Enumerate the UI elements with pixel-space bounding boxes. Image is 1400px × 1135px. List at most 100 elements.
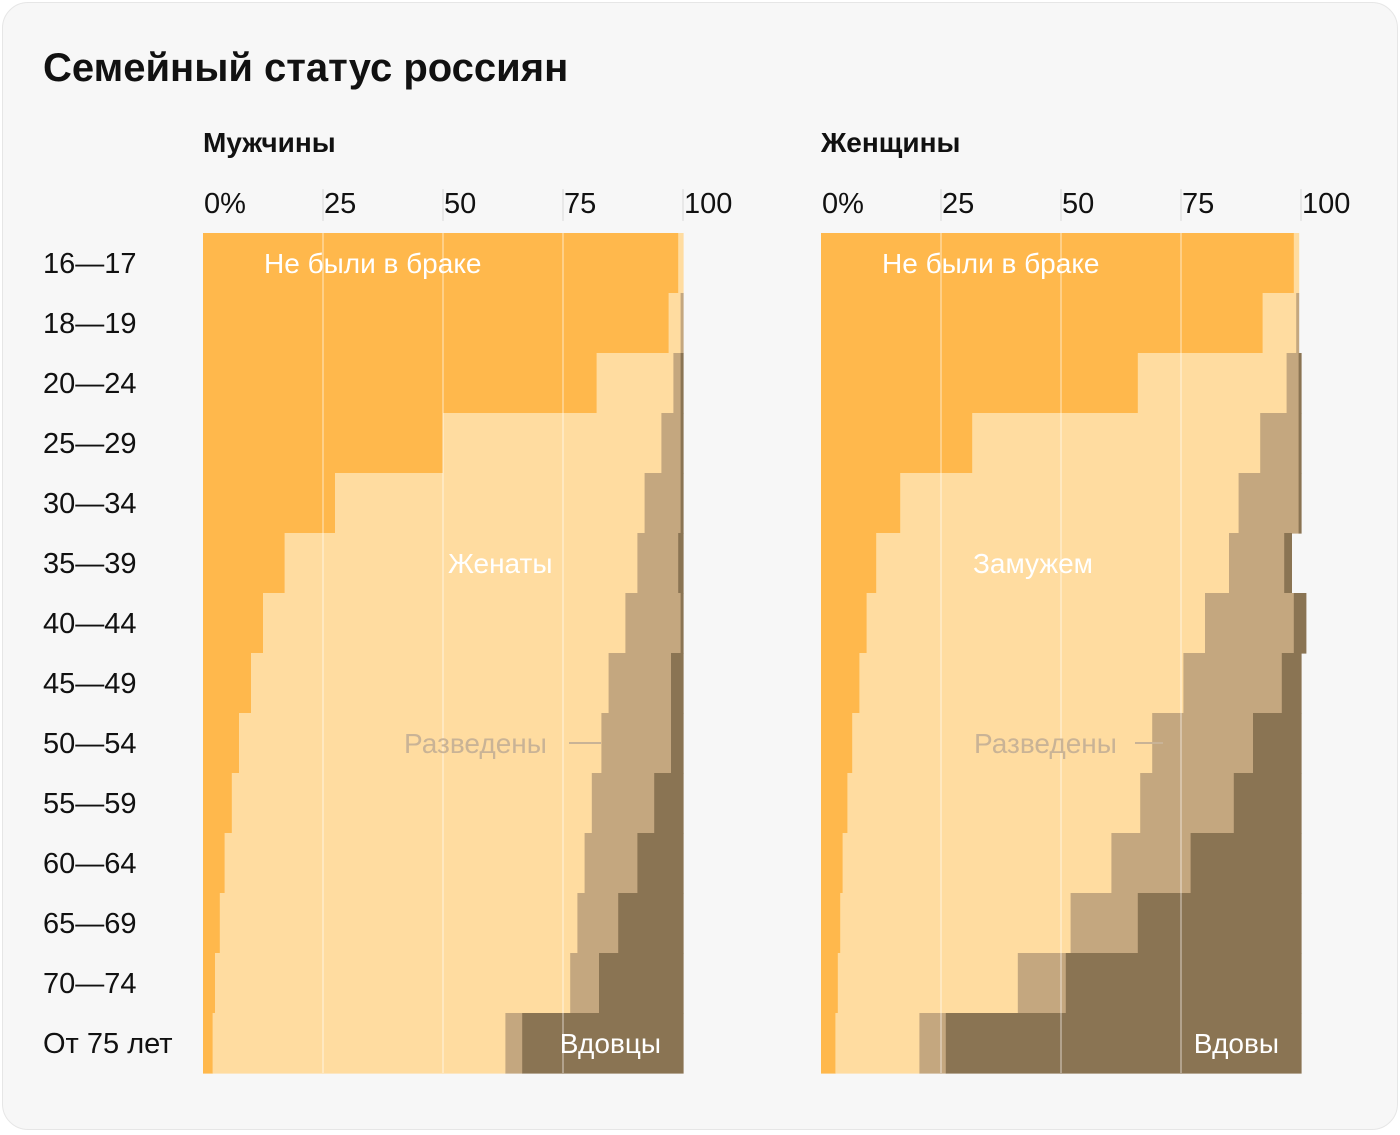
bar-segment-divorced bbox=[577, 893, 619, 954]
bar-segment-divorced bbox=[1205, 593, 1295, 654]
bar-segment-widowed bbox=[680, 473, 684, 534]
bar-segment-never bbox=[821, 773, 848, 834]
bar-segment-married bbox=[224, 833, 586, 894]
age-group-label: 55—59 bbox=[43, 788, 137, 820]
marital-status-chart: Семейный статус россиян 16—17 18—19 20—24 2… bbox=[43, 46, 1350, 1074]
bar-segment-never bbox=[203, 953, 216, 1014]
bar-segment-married bbox=[251, 653, 610, 714]
bar-segment-divorced bbox=[505, 1013, 523, 1074]
age-group-label: 60—64 bbox=[43, 848, 137, 880]
annotation-never-married: Не были в браке bbox=[882, 248, 1099, 279]
bar-segment-never bbox=[203, 653, 252, 714]
age-group-label: От 75 лет bbox=[43, 1028, 173, 1060]
bar-segment-never bbox=[203, 473, 336, 534]
bar-segment-married bbox=[335, 473, 646, 534]
bar-segment-never bbox=[821, 953, 839, 1014]
bar-segment-divorced bbox=[601, 713, 672, 774]
bar-segment-never bbox=[203, 233, 679, 294]
bar-segment-married bbox=[239, 713, 602, 774]
bar-segment-never bbox=[203, 293, 670, 354]
bar-segment-divorced bbox=[1260, 413, 1300, 474]
bar-segment-widowed bbox=[618, 893, 684, 954]
x-tick-label: 25 bbox=[942, 188, 974, 220]
age-group-label: 25—29 bbox=[43, 428, 137, 460]
bar-segment-widowed bbox=[1293, 593, 1307, 654]
age-group-label: 45—49 bbox=[43, 668, 137, 700]
bar-segment-never bbox=[821, 713, 853, 774]
bar-segment-never bbox=[821, 293, 1264, 354]
bar-segment-divorced bbox=[1286, 353, 1300, 414]
bar-segment-married bbox=[212, 1013, 506, 1074]
bar-segment-never bbox=[821, 893, 841, 954]
bar-segment-never bbox=[203, 593, 264, 654]
bar-segment-never bbox=[203, 833, 226, 894]
bar-segment-never bbox=[821, 1013, 836, 1074]
bar-segment-married bbox=[215, 953, 571, 1014]
x-tick-label: 100 bbox=[1302, 188, 1350, 220]
bar-segment-divorced bbox=[1238, 473, 1300, 534]
bar-segment-widowed bbox=[680, 413, 684, 474]
bar-segment-never bbox=[821, 653, 860, 714]
bar-segment-widowed bbox=[1284, 533, 1292, 594]
bar-segment-never bbox=[821, 473, 901, 534]
x-tick-label: 0% bbox=[822, 188, 864, 220]
bar-segment-divorced bbox=[1152, 713, 1254, 774]
bar-segment-never bbox=[821, 533, 877, 594]
panel-title: Мужчины bbox=[203, 127, 336, 158]
bar-segment-widowed bbox=[671, 653, 684, 714]
bar-segment-married bbox=[263, 593, 626, 654]
bar-segment-never bbox=[203, 413, 444, 474]
chart-title: Семейный статус россиян bbox=[43, 46, 568, 90]
annotation-divorced: Разведены bbox=[404, 728, 547, 759]
bar-segment-married bbox=[847, 773, 1141, 834]
bar-segment-divorced bbox=[1296, 293, 1300, 354]
bar-segment-widowed bbox=[945, 1013, 1302, 1074]
age-group-label: 40—44 bbox=[43, 608, 137, 640]
bar-segment-divorced bbox=[1140, 773, 1235, 834]
x-tick-label: 50 bbox=[444, 188, 476, 220]
bar-segment-divorced bbox=[644, 473, 682, 534]
bar-segment-married bbox=[678, 233, 684, 294]
bar-segment-married bbox=[1262, 293, 1297, 354]
bar-segment-widowed bbox=[1298, 353, 1302, 414]
annotation-married: Женаты bbox=[448, 548, 552, 579]
bar-segment-divorced bbox=[591, 773, 655, 834]
bar-segment-married bbox=[1137, 353, 1288, 414]
bar-segment-never bbox=[203, 1013, 214, 1074]
bar-segment-married bbox=[284, 533, 638, 594]
bar-segment-never bbox=[821, 833, 844, 894]
bar-segment-married bbox=[443, 413, 662, 474]
age-group-label: 70—74 bbox=[43, 968, 137, 1000]
bar-segment-never bbox=[203, 773, 233, 834]
bar-segment-widowed bbox=[1190, 833, 1302, 894]
bar-segment-widowed bbox=[1281, 653, 1302, 714]
x-tick-label: 75 bbox=[1182, 188, 1214, 220]
annotation-widowed: Вдовы bbox=[1194, 1028, 1279, 1059]
bar-segment-divorced bbox=[919, 1013, 947, 1074]
x-tick-label: 50 bbox=[1062, 188, 1094, 220]
bar-segment-widowed bbox=[1253, 713, 1302, 774]
bar-segment-divorced bbox=[1229, 533, 1285, 594]
bar-segment-widowed bbox=[671, 713, 684, 774]
bar-segment-widowed bbox=[680, 353, 684, 414]
bar-segment-widowed bbox=[1298, 473, 1302, 534]
bar-segment-never bbox=[203, 353, 598, 414]
bar-segment-never bbox=[203, 893, 221, 954]
bar-segment-married bbox=[835, 1013, 920, 1074]
bar-segment-divorced bbox=[661, 413, 682, 474]
age-group-label: 16—17 bbox=[43, 248, 137, 280]
bar-segment-never bbox=[203, 533, 286, 594]
annotation-married: Замужем bbox=[973, 548, 1093, 579]
bar-segment-married bbox=[852, 713, 1153, 774]
annotation-never-married: Не были в браке bbox=[264, 248, 481, 279]
bar-segment-married bbox=[1293, 233, 1300, 294]
bar-segment-married bbox=[900, 473, 1240, 534]
bar-segment-married bbox=[668, 293, 682, 354]
bar-segment-married bbox=[842, 833, 1112, 894]
bar-segment-never bbox=[821, 233, 1295, 294]
bar-segment-married bbox=[840, 893, 1072, 954]
age-group-label: 35—39 bbox=[43, 548, 137, 580]
bar-segment-widowed bbox=[680, 593, 684, 654]
bar-segment-never bbox=[821, 593, 868, 654]
bar-segment-divorced bbox=[673, 353, 682, 414]
